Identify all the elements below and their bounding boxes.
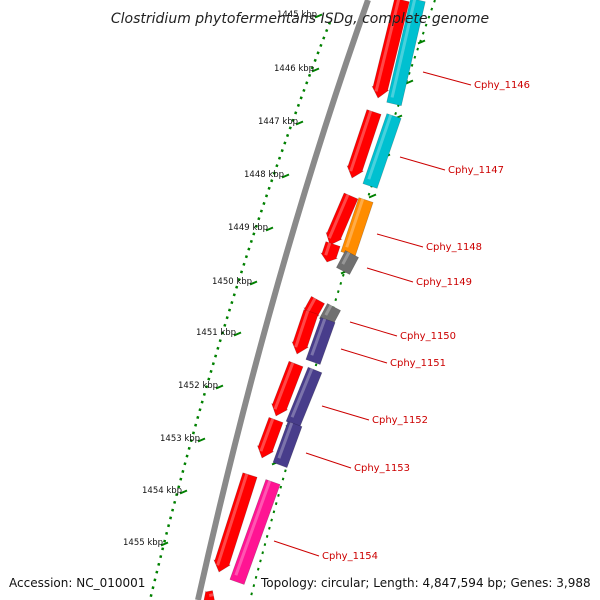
gene-label-cphy_1147[interactable]: Cphy_1147 — [448, 165, 504, 176]
gene-label-cphy_1150[interactable]: Cphy_1150 — [400, 331, 456, 342]
forward-cds — [291, 309, 319, 355]
leader-line-cphy_1152 — [321, 405, 370, 421]
cds-cphy_1154-highlight — [234, 480, 272, 576]
cds-cphy_1153 — [272, 421, 303, 468]
leader-line-cphy_1148 — [376, 233, 424, 248]
kbp-label: 1455 kbp — [123, 538, 163, 548]
cds-cphy_1146 — [386, 0, 426, 107]
inner-tick — [405, 79, 414, 85]
gene-labels: Cphy_1146 Cphy_1147 Cphy_1148 Cphy_1149 Cphy… — [322, 80, 530, 562]
kbp-tick — [215, 384, 224, 390]
inner-tick — [417, 39, 426, 45]
gene-leader-lines — [273, 71, 472, 557]
gene-label-cphy_1146[interactable]: Cphy_1146 — [474, 80, 530, 91]
forward-cds-highlight — [374, 0, 401, 92]
forward-cds-highlight — [294, 310, 310, 348]
gene-label-cphy_1154[interactable]: Cphy_1154 — [322, 551, 378, 562]
forward-cds — [320, 241, 341, 263]
scale-arc — [148, 21, 332, 600]
cds-cphy_1151 — [305, 317, 336, 365]
leader-line-cphy_1151 — [340, 348, 388, 364]
kbp-label: 1449 kbp — [228, 223, 268, 233]
scale-ticks — [160, 13, 323, 547]
forward-cds — [257, 417, 284, 459]
kbp-tick — [314, 13, 323, 19]
inner-tick — [368, 193, 377, 199]
forward-cds — [371, 0, 410, 99]
genome-backbone — [195, 0, 371, 600]
forward-cds-highlight — [259, 418, 275, 452]
leader-line-cphy_1154 — [273, 540, 320, 557]
forward-cds-highlight — [216, 473, 249, 566]
kbp-label: 1448 kbp — [244, 170, 284, 180]
gene-label-cphy_1149[interactable]: Cphy_1149 — [416, 277, 472, 288]
kbp-tick — [197, 437, 206, 443]
kbp-tick — [281, 173, 290, 179]
reverse-cds-track — [229, 0, 426, 585]
inner-tick-line — [249, 0, 436, 600]
kbp-tick — [249, 280, 258, 286]
forward-cds — [203, 590, 215, 600]
cds-cphy_1148-highlight — [345, 198, 365, 248]
kbp-tick — [179, 489, 188, 495]
kbp-tick — [311, 67, 320, 73]
cds-cphy_1150-highlight — [324, 304, 333, 316]
kbp-tick — [295, 120, 304, 126]
kbp-label: 1446 kbp — [274, 64, 314, 74]
forward-cds — [325, 192, 359, 246]
kbp-tick — [233, 331, 242, 337]
cds-cphy_1146-highlight — [390, 0, 417, 98]
gene-label-cphy_1151[interactable]: Cphy_1151 — [390, 358, 446, 369]
cds-cphy_1154 — [229, 479, 281, 585]
forward-cds-highlight — [306, 297, 317, 312]
scale-labels: 1445 kbp 1446 kbp 1447 kbp 1448 kbp 1449 kbp… — [123, 10, 317, 548]
kbp-label: 1451 kbp — [196, 328, 236, 338]
leader-line-cphy_1146 — [422, 71, 472, 86]
kbp-label: 1452 kbp — [178, 381, 218, 391]
kbp-tick — [160, 541, 169, 547]
cds-cphy_1151-highlight — [310, 318, 327, 356]
leader-line-cphy_1147 — [399, 156, 446, 171]
leader-line-cphy_1149 — [366, 267, 414, 283]
map-title: Clostridium phytofermentans ISDg, comple… — [111, 11, 489, 27]
cds-cphy_1153-highlight — [277, 422, 294, 459]
forward-cds-highlight — [273, 362, 295, 410]
forward-cds-highlight — [349, 110, 373, 172]
gene-label-cphy_1152[interactable]: Cphy_1152 — [372, 415, 428, 426]
forward-cds-track — [203, 0, 410, 600]
cds-cphy_1149-highlight — [341, 251, 351, 265]
kbp-tick — [265, 226, 274, 232]
cds-cphy_1149 — [335, 250, 360, 275]
accession-label: Accession: NC_010001 — [9, 576, 145, 590]
cds-cphy_1152-highlight — [290, 368, 314, 418]
kbp-label: 1453 kbp — [160, 434, 200, 444]
forward-cds-highlight — [208, 593, 214, 597]
gene-label-cphy_1148[interactable]: Cphy_1148 — [426, 242, 482, 253]
gene-label-cphy_1153[interactable]: Cphy_1153 — [354, 463, 410, 474]
leader-line-cphy_1150 — [349, 321, 398, 337]
forward-cds-highlight — [324, 242, 332, 256]
leader-line-cphy_1153 — [305, 452, 352, 469]
forward-cds-highlight — [327, 194, 350, 239]
cds-cphy_1147-highlight — [367, 114, 393, 180]
cds-cphy_1147 — [362, 113, 402, 189]
forward-cds — [346, 109, 382, 179]
kbp-label: 1445 kbp — [277, 10, 317, 20]
genome-summary: Topology: circular; Length: 4,847,594 bp… — [260, 576, 591, 590]
forward-cds — [271, 360, 304, 417]
forward-cds — [213, 472, 258, 573]
kbp-label: 1454 kbp — [142, 486, 182, 496]
kbp-label: 1447 kbp — [258, 117, 298, 127]
kbp-label: 1450 kbp — [212, 277, 252, 287]
